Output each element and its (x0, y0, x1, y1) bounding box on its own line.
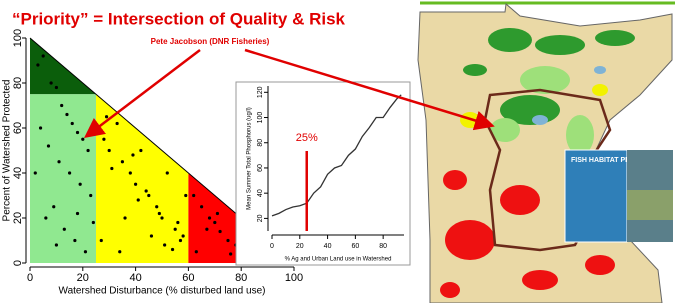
point (108, 149, 111, 152)
y-tick-label: 60 (257, 164, 264, 172)
point (102, 138, 105, 141)
point (182, 234, 185, 237)
point (160, 216, 163, 219)
y-tick-label: 80 (12, 77, 24, 89)
point (118, 250, 121, 253)
point (79, 183, 82, 186)
point (73, 239, 76, 242)
point (116, 122, 119, 125)
y-tick-label: 100 (12, 29, 24, 47)
y-tick-label: 120 (257, 86, 264, 98)
y-tick-label: 40 (12, 167, 24, 179)
x-tick-label: 100 (285, 272, 303, 284)
point (176, 221, 179, 224)
point (155, 205, 158, 208)
point (192, 194, 195, 197)
y-tick-label: 80 (257, 139, 264, 147)
point (81, 138, 84, 141)
map: FISH HABITAT PLAN: (418, 4, 673, 303)
point (139, 149, 142, 152)
y-axis-label: Percent of Watershed Protected (2, 80, 13, 222)
point (39, 126, 42, 129)
point (68, 171, 71, 174)
y-tick-label: 100 (257, 112, 264, 124)
point (76, 131, 79, 134)
y-tick-label: 0 (12, 260, 24, 266)
point (158, 212, 161, 215)
point (42, 54, 45, 57)
point (55, 243, 58, 246)
x-tick-label: 80 (235, 272, 247, 284)
point (200, 205, 203, 208)
point (92, 221, 95, 224)
point (76, 212, 79, 215)
x-tick-label: 60 (351, 243, 359, 250)
x-tick-label: 80 (379, 243, 387, 250)
point (147, 194, 150, 197)
point (55, 86, 58, 89)
y-tick-label: 40 (257, 189, 264, 197)
x-tick-label: 0 (27, 272, 33, 284)
arrow (88, 50, 200, 135)
x-tick-label: 60 (182, 272, 194, 284)
point (229, 252, 232, 255)
point (179, 239, 182, 242)
point (71, 122, 74, 125)
point (150, 234, 153, 237)
x-axis-label: Watershed Disturbance (% disturbed land … (59, 286, 266, 297)
subtitle: Pete Jacobson (DNR Fisheries) (151, 37, 270, 46)
y-tick-label: 60 (12, 122, 24, 134)
reference-label: 25% (296, 132, 318, 144)
point (226, 239, 229, 242)
point (110, 167, 113, 170)
point (65, 113, 68, 116)
y-axis-label: Mean Summer Total Phosphorus (ug/l) (247, 107, 253, 210)
point (213, 221, 216, 224)
point (63, 228, 66, 231)
x-tick-label: 40 (324, 243, 332, 250)
point (174, 228, 177, 231)
point (52, 205, 55, 208)
point (137, 198, 140, 201)
point (36, 63, 39, 66)
point (57, 160, 60, 163)
point (166, 171, 169, 174)
x-tick-label: 20 (77, 272, 89, 284)
point (86, 149, 89, 152)
point (100, 239, 103, 242)
point (121, 160, 124, 163)
point (123, 216, 126, 219)
x-axis-label: % Ag and Urban Land use in Watershed (285, 257, 392, 263)
point (129, 171, 132, 174)
x-tick-label: 20 (296, 243, 304, 250)
x-tick-label: 40 (129, 272, 141, 284)
point (34, 171, 37, 174)
point (105, 115, 108, 118)
title: “Priority” = Intersection of Quality & R… (12, 9, 346, 28)
point (89, 194, 92, 197)
point (50, 81, 53, 84)
point (195, 250, 198, 253)
point (171, 248, 174, 251)
point (131, 153, 134, 156)
point (134, 183, 137, 186)
slide: FISH HABITAT PLAN: “Priority” = Intersec… (0, 0, 675, 303)
point (208, 216, 211, 219)
point (44, 216, 47, 219)
inset-bg (236, 82, 410, 265)
point (145, 189, 148, 192)
point (60, 104, 63, 107)
point (184, 194, 187, 197)
point (163, 243, 166, 246)
point (84, 250, 87, 253)
point (216, 212, 219, 215)
point (218, 230, 221, 233)
point (47, 144, 50, 147)
zone (30, 94, 96, 263)
x-tick-label: 0 (270, 243, 274, 250)
y-tick-label: 20 (12, 212, 24, 224)
point (205, 228, 208, 231)
y-tick-label: 20 (257, 214, 264, 222)
